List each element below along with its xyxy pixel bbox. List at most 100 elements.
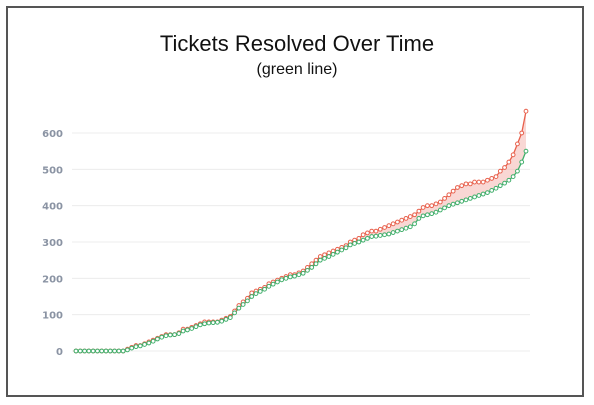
- data-point-green: [403, 225, 409, 231]
- y-tick-label: 0: [56, 347, 63, 358]
- data-point-green: [493, 185, 499, 191]
- data-point-green: [112, 348, 117, 354]
- data-point-green: [73, 348, 79, 354]
- data-point-red: [403, 215, 409, 221]
- data-point-green: [339, 247, 345, 253]
- data-point-green: [253, 291, 259, 296]
- data-point-green: [219, 318, 225, 324]
- data-point-red: [416, 208, 422, 214]
- data-point-red: [515, 141, 520, 147]
- data-point-green: [99, 348, 105, 354]
- data-point-green: [223, 316, 229, 322]
- data-point-green: [407, 224, 413, 230]
- data-point-green: [395, 228, 400, 234]
- data-point-green: [523, 148, 529, 154]
- y-axis-ticks: 0 100 200 300 400 500 600: [42, 129, 63, 358]
- data-point-green: [317, 257, 323, 263]
- data-point-green: [155, 336, 160, 342]
- data-point-green: [489, 188, 495, 193]
- data-point-red: [493, 174, 499, 180]
- data-point-green: [382, 232, 387, 238]
- data-point-green: [137, 343, 143, 349]
- data-point-green: [125, 347, 130, 353]
- data-point-red: [463, 181, 469, 187]
- data-point-red: [425, 203, 430, 209]
- series-points: [73, 108, 529, 354]
- data-point-red: [377, 226, 383, 232]
- data-point-green: [429, 211, 435, 217]
- data-point-green: [193, 324, 199, 330]
- data-point-green: [116, 348, 122, 354]
- data-point-green: [279, 277, 285, 283]
- data-point-green: [497, 183, 503, 189]
- data-point-green: [95, 348, 100, 354]
- data-point-red: [519, 130, 525, 136]
- data-point-green: [197, 322, 203, 328]
- data-point-red: [386, 223, 392, 229]
- data-point-green: [90, 348, 96, 354]
- data-point-red: [459, 183, 465, 189]
- data-point-green: [356, 239, 362, 245]
- data-point-green: [326, 254, 332, 259]
- y-tick-label: 500: [42, 165, 63, 176]
- data-point-red: [407, 214, 413, 219]
- series-line-green: [76, 150, 527, 352]
- data-point-green: [249, 294, 255, 299]
- data-point-green: [210, 320, 216, 326]
- data-point-green: [412, 221, 417, 227]
- data-point-green: [163, 333, 169, 339]
- data-point-red: [523, 108, 529, 114]
- data-point-green: [360, 237, 366, 243]
- data-point-green: [232, 310, 237, 316]
- grid-lines: [72, 132, 530, 352]
- data-point-green: [270, 281, 276, 287]
- data-point-red: [510, 152, 516, 158]
- data-point-red: [373, 228, 379, 234]
- data-point-red: [502, 165, 507, 170]
- data-point-green: [167, 332, 173, 338]
- data-point-green: [476, 193, 482, 198]
- y-tick-label: 200: [42, 274, 63, 285]
- data-point-red: [442, 196, 447, 201]
- data-point-green: [266, 283, 272, 289]
- data-point-green: [463, 197, 469, 203]
- data-point-green: [129, 345, 135, 351]
- data-point-green: [390, 230, 396, 235]
- data-point-green: [502, 180, 507, 186]
- chart-subtitle: (green line): [256, 61, 338, 78]
- data-point-green: [86, 348, 92, 354]
- data-point-green: [215, 319, 220, 325]
- data-point-green: [82, 348, 87, 354]
- data-point-green: [240, 302, 246, 307]
- data-point-green: [506, 177, 512, 183]
- data-point-green: [77, 348, 83, 354]
- data-point-green: [159, 334, 165, 340]
- data-point-green: [399, 227, 405, 233]
- data-point-green: [459, 198, 465, 204]
- data-point-green: [386, 231, 392, 237]
- data-point-green: [245, 298, 250, 304]
- data-point-green: [133, 344, 139, 350]
- data-point-red: [429, 203, 435, 209]
- data-point-green: [365, 235, 370, 241]
- data-point-green: [142, 342, 147, 347]
- data-point-green: [369, 234, 375, 239]
- data-point-green: [275, 279, 280, 285]
- data-point-green: [227, 315, 233, 320]
- data-point-red: [412, 212, 417, 218]
- data-point-green: [283, 275, 289, 281]
- data-point-green: [180, 328, 186, 334]
- data-point-green: [373, 233, 379, 239]
- data-point-green: [467, 196, 473, 201]
- data-point-red: [433, 201, 439, 207]
- data-point-green: [296, 272, 302, 278]
- data-point-red: [489, 176, 495, 181]
- data-point-green: [433, 209, 439, 215]
- data-point-green: [480, 191, 486, 197]
- data-point-green: [330, 251, 336, 257]
- data-point-green: [510, 174, 516, 180]
- data-point-green: [343, 245, 349, 251]
- data-point-red: [420, 205, 426, 210]
- data-point-red: [382, 225, 387, 230]
- chart-frame: [6, 6, 584, 397]
